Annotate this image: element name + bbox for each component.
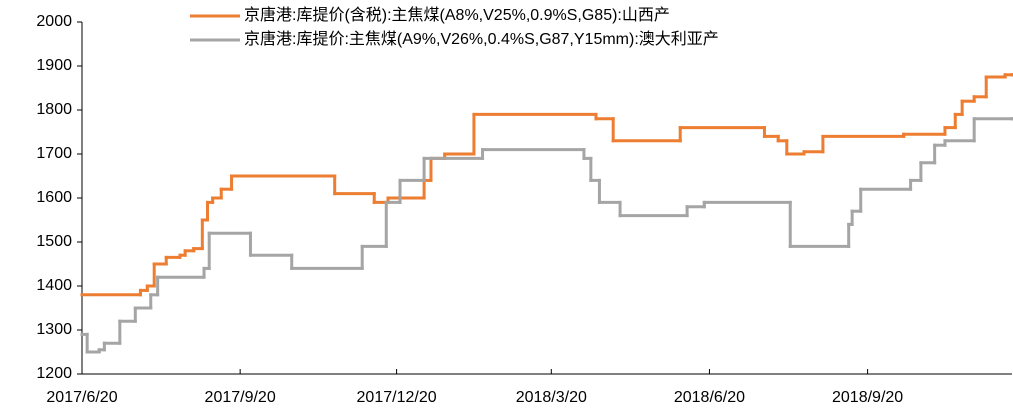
y-tick-label: 1800: [36, 101, 72, 118]
y-tick-label: 1700: [36, 145, 72, 162]
y-tick-label: 1400: [36, 277, 72, 294]
x-tick-label: 2017/6/20: [46, 389, 117, 406]
x-tick-label: 2018/3/20: [516, 389, 587, 406]
y-tick-label: 1200: [36, 365, 72, 382]
y-tick-label: 2000: [36, 13, 72, 30]
x-tick-label: 2018/6/20: [674, 389, 745, 406]
x-tick-label: 2017/9/20: [205, 389, 276, 406]
y-tick-label: 1900: [36, 57, 72, 74]
legend-label: 京唐港:库提价(含税):主焦煤(A8%,V25%,0.9%S,G85):山西产: [244, 6, 670, 24]
x-tick-label: 2017/12/20: [357, 389, 437, 406]
x-tick-label: 2018/9/20: [832, 389, 903, 406]
y-tick-label: 1300: [36, 321, 72, 338]
y-tick-label: 1600: [36, 189, 72, 206]
legend-label: 京唐港:库提价:主焦煤(A9%,V26%,0.4%S,G87,Y15mm):澳大…: [244, 30, 719, 48]
y-tick-label: 1500: [36, 233, 72, 250]
